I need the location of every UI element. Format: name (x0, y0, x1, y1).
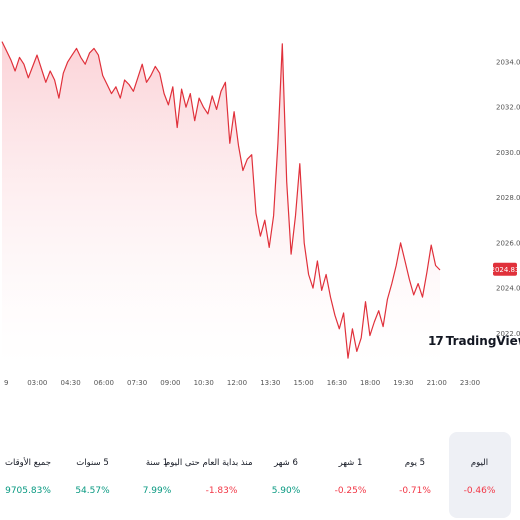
x-tick-label: 10:30 (194, 379, 214, 387)
price-chart[interactable]: 2034.00 2032.00 2030.00 2028.00 2026.00 2024.… (0, 0, 520, 400)
period-ytd[interactable]: منذ بداية العام حتى اليوم 1.83%- (165, 432, 253, 518)
performance-periods: اليوم 0.46%- 5 يوم 0.71%- 1 شهر 0.25%- 6… (0, 432, 520, 520)
x-tick-label: 13:30 (260, 379, 280, 387)
x-tick-label: 07:30 (127, 379, 147, 387)
period-value: 7.99% (142, 486, 172, 496)
period-6-months[interactable]: 6 شهر 5.90% (255, 432, 317, 518)
x-tick-label: 12:00 (227, 379, 247, 387)
period-value: 9705.83% (5, 486, 51, 496)
y-tick-label: 2030.00 (496, 149, 520, 157)
period-label: جميع الأوقات (5, 458, 51, 468)
tradingview-watermark: 17 TradingView (428, 334, 520, 348)
period-1-month[interactable]: 1 شهر 0.25%- (320, 432, 382, 518)
x-tick-label: 15:00 (294, 379, 314, 387)
y-tick-label: 2028.00 (496, 194, 520, 202)
period-1-year[interactable]: 1 سنة 7.99% (126, 432, 188, 518)
period-5-days[interactable]: 5 يوم 0.71%- (384, 432, 446, 518)
y-axis: 2034.00 2032.00 2030.00 2028.00 2026.00 2024.… (496, 58, 520, 337)
period-value: 54.57% (75, 486, 110, 496)
period-today[interactable]: اليوم 0.46%- (448, 432, 511, 518)
period-value: 1.83%- (205, 486, 238, 496)
period-value: 0.25%- (334, 486, 367, 496)
price-line (1, 41, 441, 359)
period-label: 1 سنة (145, 458, 169, 468)
period-value: 0.46%- (463, 486, 496, 496)
period-label: 5 يوم (404, 458, 426, 468)
period-label: منذ بداية العام حتى اليوم (165, 458, 253, 468)
y-tick-label: 2024.00 (496, 285, 520, 293)
x-tick-label: 06:00 (94, 379, 114, 387)
period-value: 5.90% (271, 486, 301, 496)
period-label: 6 شهر (274, 458, 298, 468)
tradingview-logo-text: TradingView (445, 334, 520, 348)
period-label: 5 سنوات (76, 458, 109, 468)
current-price-label: 2024.83 (491, 266, 520, 274)
y-tick-label: 2034.00 (496, 58, 520, 66)
x-tick-label: 04:30 (61, 379, 81, 387)
x-tick-label: 16:30 (327, 379, 347, 387)
period-label: اليوم (470, 458, 489, 468)
x-tick-label: 9 (4, 379, 8, 387)
period-5-years[interactable]: 5 سنوات 54.57% (62, 432, 124, 518)
x-tick-label: 03:00 (27, 379, 47, 387)
y-tick-label: 2022.00 (496, 330, 520, 338)
x-tick-label: 19:30 (393, 379, 413, 387)
y-tick-label: 2026.00 (496, 239, 520, 247)
x-tick-label: 23:00 (460, 379, 480, 387)
price-area-fill (2, 41, 440, 365)
x-tick-label: 18:00 (360, 379, 380, 387)
tradingview-logo-icon: 17 (428, 334, 444, 348)
period-all-time[interactable]: جميع الأوقات 9705.83% (0, 432, 59, 518)
y-tick-label: 2032.00 (496, 104, 520, 112)
x-tick-label: 09:00 (160, 379, 180, 387)
current-price-badge (493, 262, 517, 276)
period-label: 1 شهر (338, 458, 363, 468)
x-axis: 9 03:00 04:30 06:00 07:30 09:00 10:30 12:00 13:3… (4, 379, 480, 387)
x-tick-label: 21:00 (427, 379, 447, 387)
period-value: 0.71%- (399, 486, 431, 496)
price-chart-svg[interactable]: 2034.00 2032.00 2030.00 2028.00 2026.00 2024.… (0, 0, 520, 400)
